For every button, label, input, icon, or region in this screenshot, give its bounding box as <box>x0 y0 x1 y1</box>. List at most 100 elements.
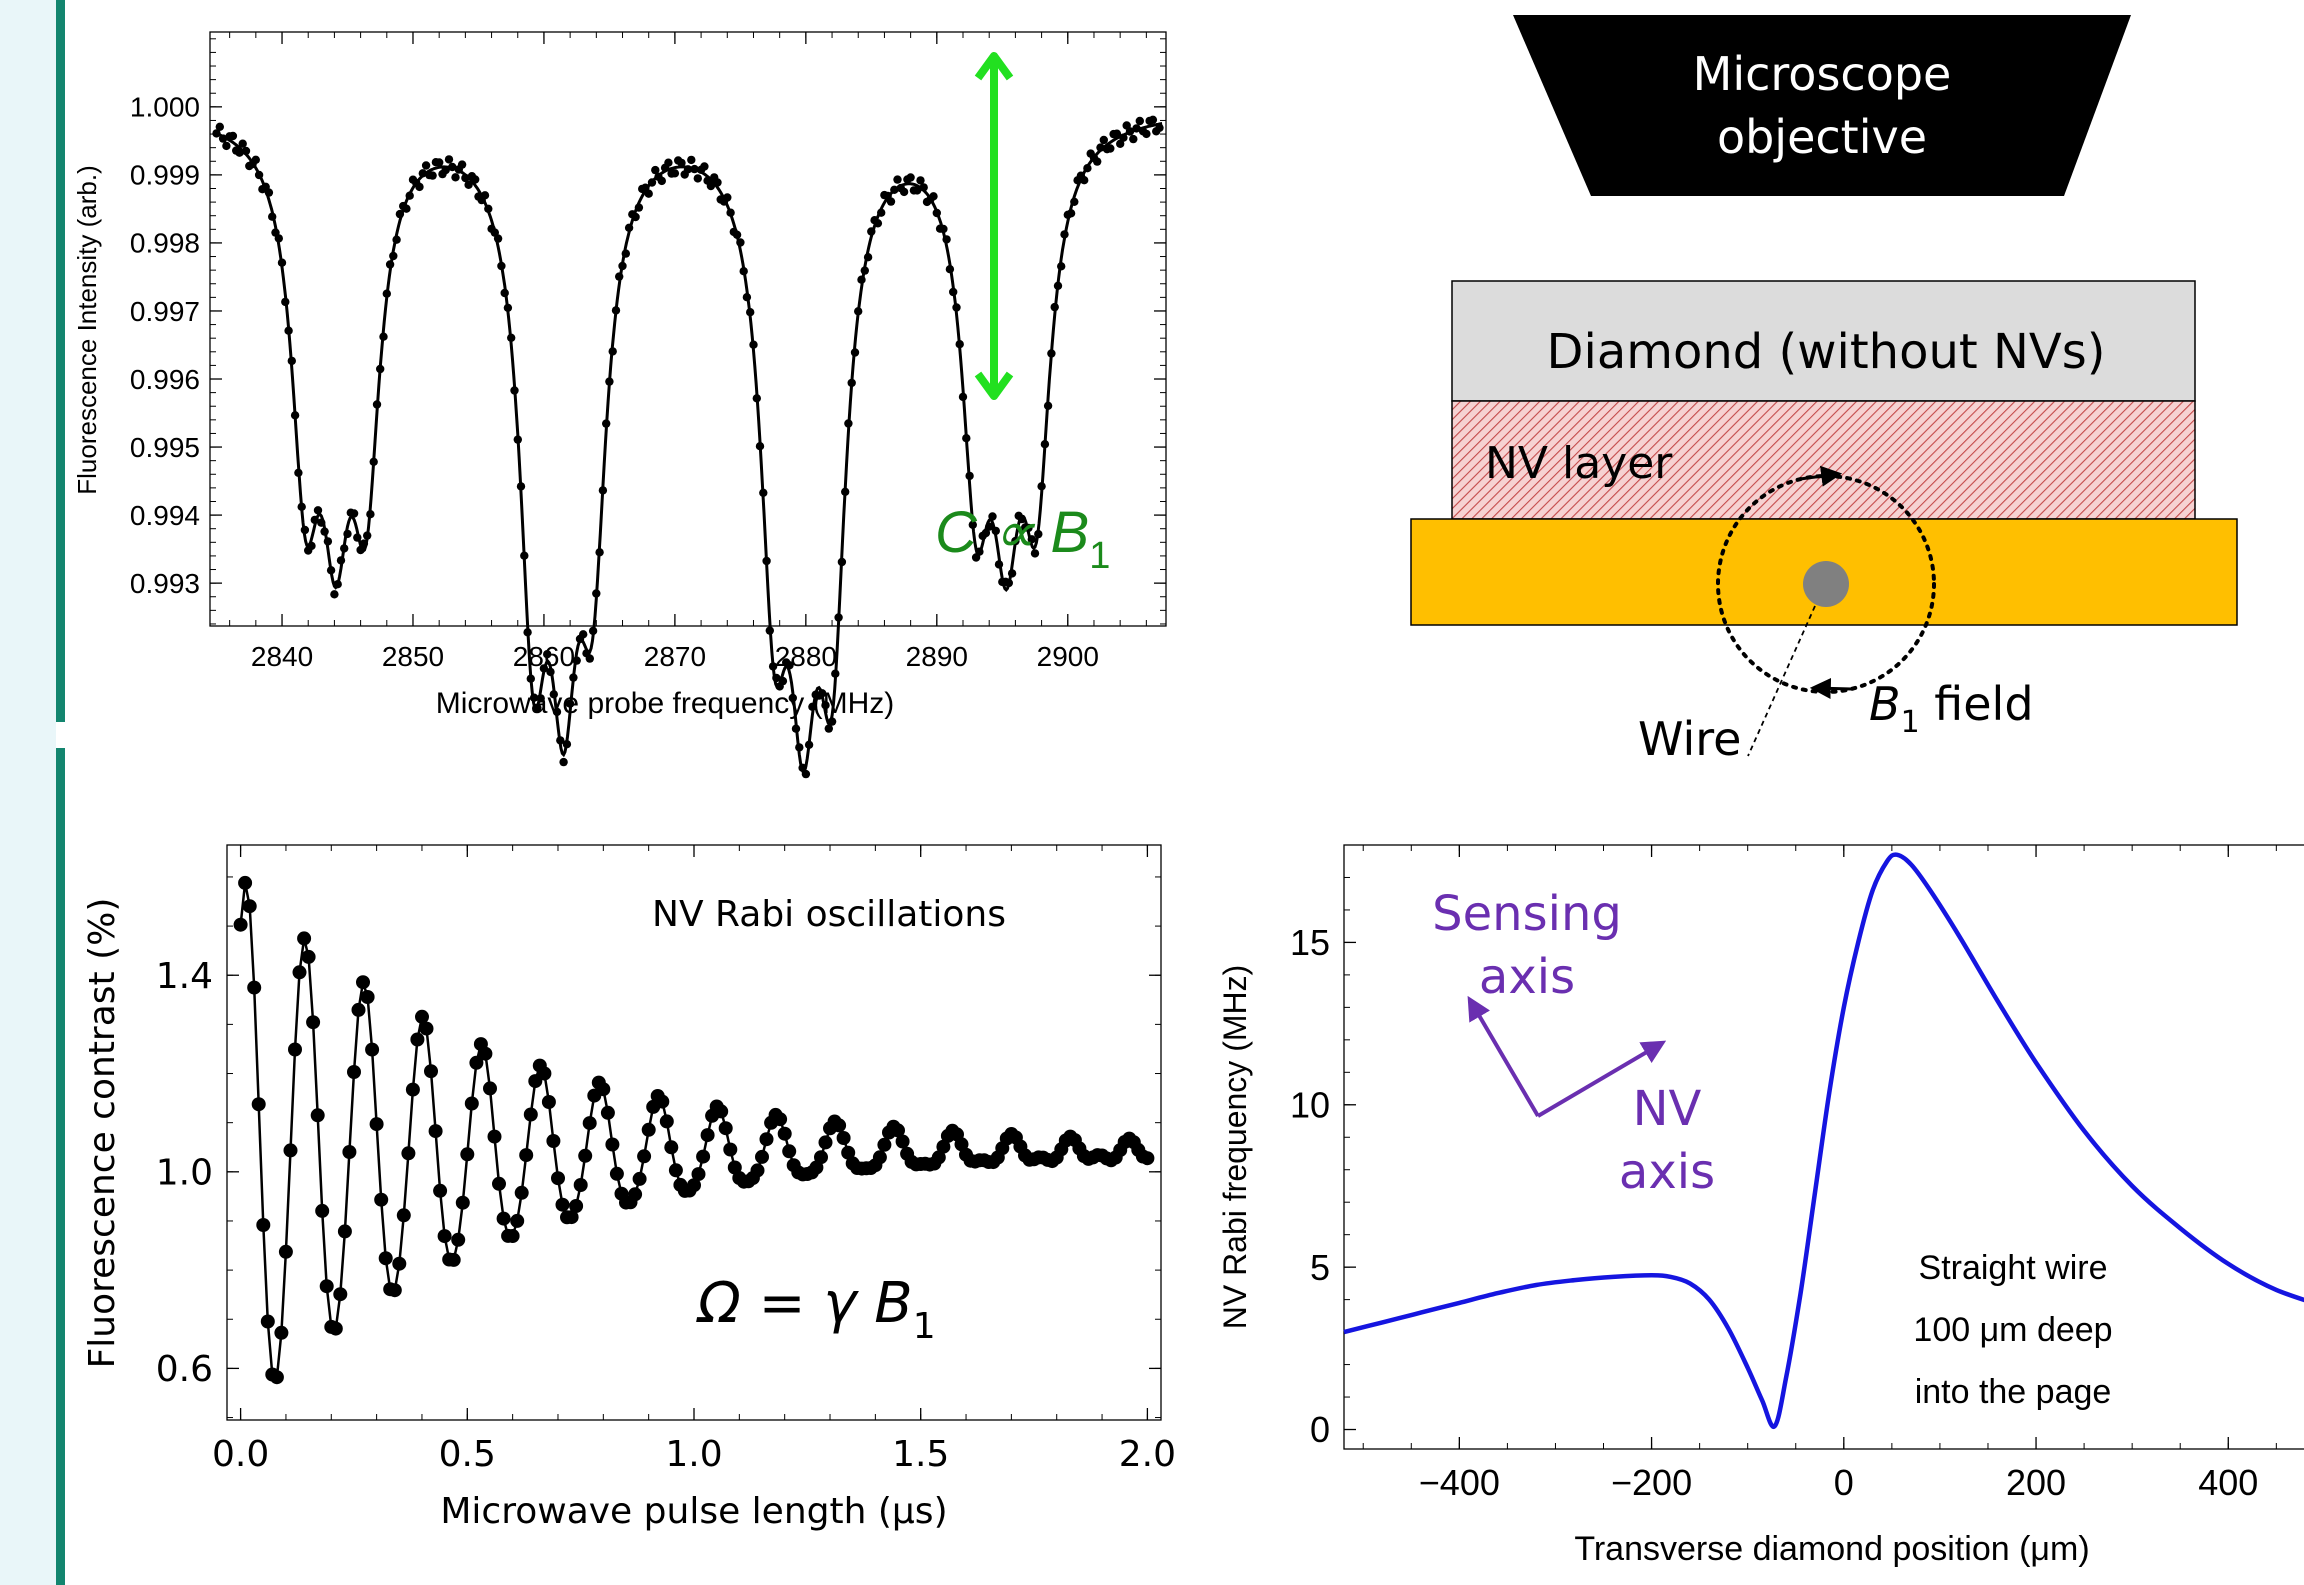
odmr-data-point <box>877 208 886 217</box>
odmr-data-point <box>503 303 513 312</box>
wire-pointer-line <box>1747 605 1816 757</box>
rabi-data-point <box>564 1210 579 1225</box>
odmr-data-point <box>981 528 991 538</box>
odmr-data-point <box>395 209 405 219</box>
odmr-data-point <box>778 676 788 686</box>
rabi-data-point <box>814 1150 828 1165</box>
odmr-data-point <box>985 522 994 531</box>
rabi-data-point <box>405 1082 420 1097</box>
odmr-data-point <box>952 303 961 312</box>
odmr-x-axis-label: Microwave probe frequency (MHz) <box>436 687 894 720</box>
odmr-data-point <box>798 763 807 772</box>
odmr-data-point <box>693 174 702 183</box>
odmr-data-point <box>215 122 224 131</box>
odmr-data-point <box>791 724 801 733</box>
sidebar-accent-line <box>56 0 65 1585</box>
rabi-data-point <box>328 1321 343 1336</box>
odmr-data-point <box>837 557 847 567</box>
odmr-data-point <box>1043 401 1053 410</box>
odmr-data-point <box>320 527 329 536</box>
odmr-data-point <box>916 176 925 185</box>
rabi-data-point <box>664 1140 679 1155</box>
odmr-data-point <box>284 326 293 335</box>
odmr-data-point <box>526 674 535 683</box>
rabi-data-point <box>600 1105 615 1120</box>
rabi-data-point <box>596 1082 611 1097</box>
odmr-data-point <box>310 515 319 525</box>
odmr-data-point <box>1080 176 1089 185</box>
odmr-data-point <box>507 333 516 342</box>
odmr-data-point <box>359 539 369 548</box>
odmr-data-point <box>611 306 621 315</box>
y-tick-label: 15 <box>1290 922 1330 963</box>
odmr-data-point <box>559 757 568 767</box>
rabi-data-point <box>723 1142 738 1157</box>
rabi-data-point <box>410 1032 425 1047</box>
odmr-data-point <box>690 164 699 174</box>
wire-label: Wire <box>1638 712 1741 766</box>
odmr-data-point <box>421 161 431 170</box>
x-tick-label: 2890 <box>906 641 968 672</box>
odmr-data-point <box>340 544 349 553</box>
odmr-data-point <box>1004 578 1013 588</box>
odmr-data-point <box>369 457 378 466</box>
odmr-data-point <box>621 249 630 258</box>
odmr-data-point <box>801 769 811 779</box>
odmr-data-point <box>379 332 388 341</box>
rabi-data-point <box>242 899 257 914</box>
odmr-data-point <box>363 531 372 540</box>
odmr-data-point <box>448 162 457 172</box>
odmr-data-point <box>300 525 310 535</box>
odmr-data-point <box>906 173 915 182</box>
rabi-data-point <box>782 1144 797 1159</box>
b1-field-arrow-bottom <box>1809 677 1853 699</box>
odmr-data-point <box>565 699 575 708</box>
nv-axis-label-line2: axis <box>1619 1144 1715 1200</box>
odmr-data-point <box>1099 135 1109 145</box>
odmr-data-point <box>742 293 752 302</box>
rabi-data-point <box>582 1116 597 1131</box>
odmr-data-point <box>945 265 955 274</box>
contrast-arrow-top-head <box>974 52 1014 81</box>
odmr-data-point <box>392 235 401 244</box>
rabi-data-point <box>573 1178 588 1192</box>
odmr-data-point <box>644 189 653 198</box>
rabi-data-point <box>274 1325 289 1340</box>
sensing-axis-label-line1: Sensing <box>1432 886 1622 942</box>
odmr-data-point <box>415 182 424 192</box>
position-x-axis-label: Transverse diamond position (μm) <box>1574 1530 2089 1568</box>
rabi-data-point <box>523 1107 538 1122</box>
y-tick-label: 5 <box>1310 1247 1330 1288</box>
odmr-data-point <box>588 626 598 636</box>
odmr-data-point <box>919 183 928 192</box>
rabi-data-point <box>569 1199 584 1213</box>
odmr-data-point <box>821 701 830 710</box>
odmr-data-point <box>1119 133 1128 142</box>
odmr-data-point <box>1135 116 1145 126</box>
rabi-data-point <box>609 1166 624 1181</box>
rabi-frequency-curve <box>1343 852 2304 1429</box>
odmr-data-point <box>366 510 375 519</box>
rabi-x-ticks: 0.0 0.5 1.0 1.5 2.0 <box>212 845 1176 1475</box>
wire-note-line1: Straight wire <box>1919 1249 2108 1287</box>
odmr-data-point <box>1060 230 1069 239</box>
rabi-data-point <box>269 1370 284 1385</box>
odmr-data-point <box>939 224 948 234</box>
odmr-data-point <box>251 155 260 164</box>
rabi-data-point <box>401 1146 416 1161</box>
position-y-axis-label: NV Rabi frequency (MHz) <box>1217 965 1253 1330</box>
odmr-data-point <box>222 141 231 151</box>
odmr-data-point <box>1050 302 1059 312</box>
rabi-data-points <box>233 875 1155 1385</box>
rabi-data-point <box>841 1145 856 1160</box>
rabi-position-chart: 0 5 10 15 −400 −200 0 200 400 Transverse diamon… <box>1217 844 2304 1568</box>
odmr-data-point <box>546 667 555 677</box>
odmr-data-point <box>313 506 323 515</box>
odmr-data-point <box>890 185 899 194</box>
rabi-data-point <box>256 1218 271 1232</box>
odmr-spectrum-chart: 0.993 0.994 0.995 0.996 0.997 0.998 0.999 1.000… <box>72 31 1167 779</box>
odmr-data-point <box>297 502 306 511</box>
odmr-data-point <box>290 411 300 420</box>
odmr-data-point <box>615 272 624 281</box>
odmr-data-point <box>353 533 362 542</box>
